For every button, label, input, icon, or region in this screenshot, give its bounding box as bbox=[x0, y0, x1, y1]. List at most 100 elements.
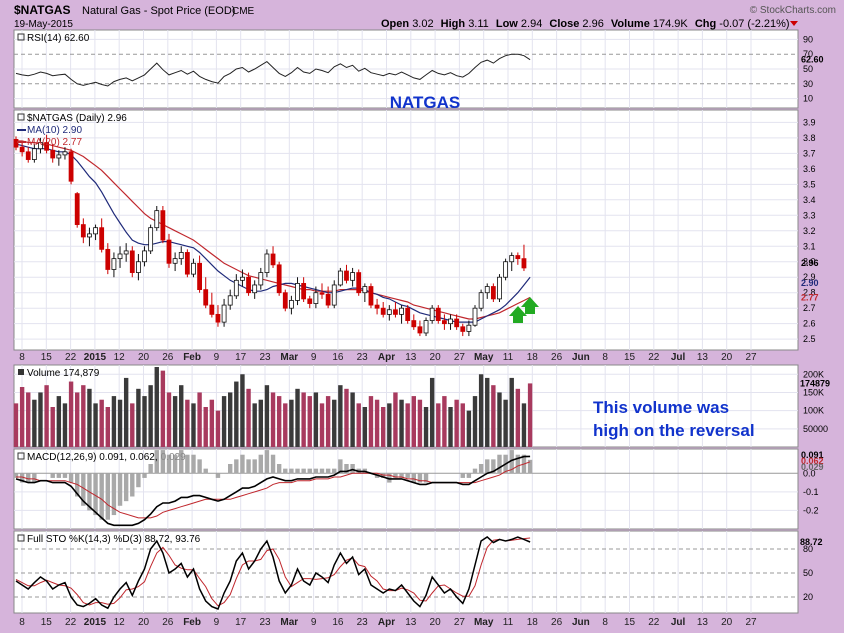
volume-bar bbox=[515, 388, 521, 447]
x-tick-label: 16 bbox=[332, 352, 344, 363]
volume-bar bbox=[264, 385, 270, 447]
volume-bar bbox=[19, 387, 25, 447]
symbol: $NATGAS bbox=[14, 3, 70, 17]
low-value: 2.94 bbox=[521, 18, 542, 30]
candle-body bbox=[503, 261, 509, 278]
volume-bar bbox=[503, 399, 508, 447]
price-legend: $NATGAS (Daily) 2.96 bbox=[27, 113, 127, 124]
x-tick-label: Mar bbox=[280, 352, 298, 363]
volume-bar bbox=[228, 392, 233, 447]
candle-body bbox=[429, 307, 435, 321]
x-tick-label: 12 bbox=[114, 617, 126, 628]
macd-hist-bar bbox=[387, 473, 392, 483]
candle-body bbox=[203, 289, 209, 306]
x-tick-label: 27 bbox=[454, 352, 466, 363]
x-tick-label: May bbox=[474, 617, 494, 628]
volume-bar bbox=[68, 381, 74, 447]
volume-bar bbox=[185, 399, 190, 447]
watermark: © StockCharts.com bbox=[750, 5, 836, 16]
x-tick-label: 26 bbox=[162, 617, 174, 628]
volume-bar bbox=[258, 399, 263, 447]
volume-bar bbox=[234, 381, 239, 447]
price-layer bbox=[13, 134, 531, 337]
panel-legends: RSI(14) 62.60 $NATGAS (Daily) 2.96 MA(10… bbox=[17, 33, 201, 545]
volume-bar bbox=[319, 403, 325, 447]
x-tick-label: 13 bbox=[405, 617, 417, 628]
macd-hist-bar bbox=[270, 454, 276, 474]
volume-bar bbox=[374, 399, 380, 447]
volume-bar bbox=[111, 396, 117, 447]
price-tick-label: 2.8 bbox=[803, 288, 816, 298]
macd-hist-bar bbox=[393, 473, 398, 478]
x-tick-label: 27 bbox=[745, 617, 757, 628]
volume-bar bbox=[393, 392, 398, 447]
open-value: 3.02 bbox=[412, 18, 433, 30]
macd-legend-hist: 0.029 bbox=[161, 452, 186, 463]
volume-bar bbox=[325, 396, 331, 447]
candle-body bbox=[19, 146, 25, 153]
candle-body bbox=[154, 210, 160, 229]
candle-body bbox=[31, 148, 37, 160]
macd-hist-bar bbox=[325, 468, 331, 474]
candle-body bbox=[227, 295, 233, 306]
macd-marker: 0.091 bbox=[801, 450, 824, 460]
rsi-tick-label: 30 bbox=[803, 79, 813, 89]
candle-body bbox=[282, 292, 288, 309]
volume-bar bbox=[521, 403, 527, 447]
volume-bar bbox=[509, 377, 514, 447]
volume-bar bbox=[123, 377, 129, 447]
candle-body bbox=[142, 250, 147, 263]
candle-body bbox=[276, 264, 282, 294]
macd-hist-bar bbox=[148, 464, 153, 474]
x-tick-label: 13 bbox=[405, 352, 417, 363]
macd-hist-bar bbox=[185, 454, 190, 474]
macd-hist-bar bbox=[19, 473, 25, 483]
header: $NATGAS Natural Gas - Spot Price (EOD) C… bbox=[14, 3, 836, 30]
exchange: CME bbox=[232, 6, 255, 17]
macd-line bbox=[15, 455, 531, 527]
volume-bar bbox=[301, 392, 306, 447]
candle-body bbox=[460, 326, 466, 332]
macd-hist-bar bbox=[491, 459, 496, 474]
macd-hist-bar bbox=[252, 459, 257, 474]
candle-body bbox=[484, 286, 490, 294]
candle-body bbox=[472, 307, 478, 326]
macd-legend-main: MACD(12,26,9) 0.091, 0.062, bbox=[27, 452, 158, 463]
volume-bar bbox=[344, 388, 349, 447]
x-tick-label: 16 bbox=[332, 617, 344, 628]
x-tick-label: 20 bbox=[430, 617, 442, 628]
x-tick-label: 18 bbox=[527, 617, 539, 628]
volume-bar bbox=[295, 388, 300, 447]
macd-hist-bar bbox=[203, 468, 208, 474]
macd-hist-bar bbox=[515, 454, 521, 474]
candle-body bbox=[295, 283, 300, 301]
x-tick-label: 12 bbox=[114, 352, 126, 363]
x-tick-label: 9 bbox=[311, 352, 317, 363]
volume-bar bbox=[87, 388, 92, 447]
high-value: 3.11 bbox=[468, 18, 489, 30]
close-label: Close bbox=[549, 18, 579, 30]
volume-layer bbox=[13, 367, 533, 447]
volume-bar bbox=[172, 396, 178, 447]
candle-body bbox=[215, 313, 221, 323]
volume-bar bbox=[436, 403, 441, 447]
candle-body bbox=[252, 284, 258, 294]
volume-value: 174.9K bbox=[653, 18, 689, 30]
rsi-legend-swatch bbox=[17, 33, 25, 41]
price-tick-label: 3.4 bbox=[803, 195, 816, 205]
candle-body bbox=[509, 255, 515, 263]
x-tick-label: 13 bbox=[697, 617, 709, 628]
macd-hist-bar bbox=[338, 459, 343, 474]
volume-bar bbox=[307, 396, 312, 447]
volume-bar bbox=[417, 399, 423, 447]
macd-marker: 0.062 bbox=[801, 456, 824, 466]
volume-bar bbox=[478, 374, 484, 447]
volume-bar bbox=[454, 399, 459, 447]
candle-body bbox=[233, 279, 239, 297]
x-tick-label: 8 bbox=[19, 617, 25, 628]
x-tick-label: Jul bbox=[671, 617, 686, 628]
macd-hist-bar bbox=[50, 473, 55, 478]
x-tick-label: 22 bbox=[65, 617, 77, 628]
x-tick-label: 9 bbox=[214, 352, 220, 363]
